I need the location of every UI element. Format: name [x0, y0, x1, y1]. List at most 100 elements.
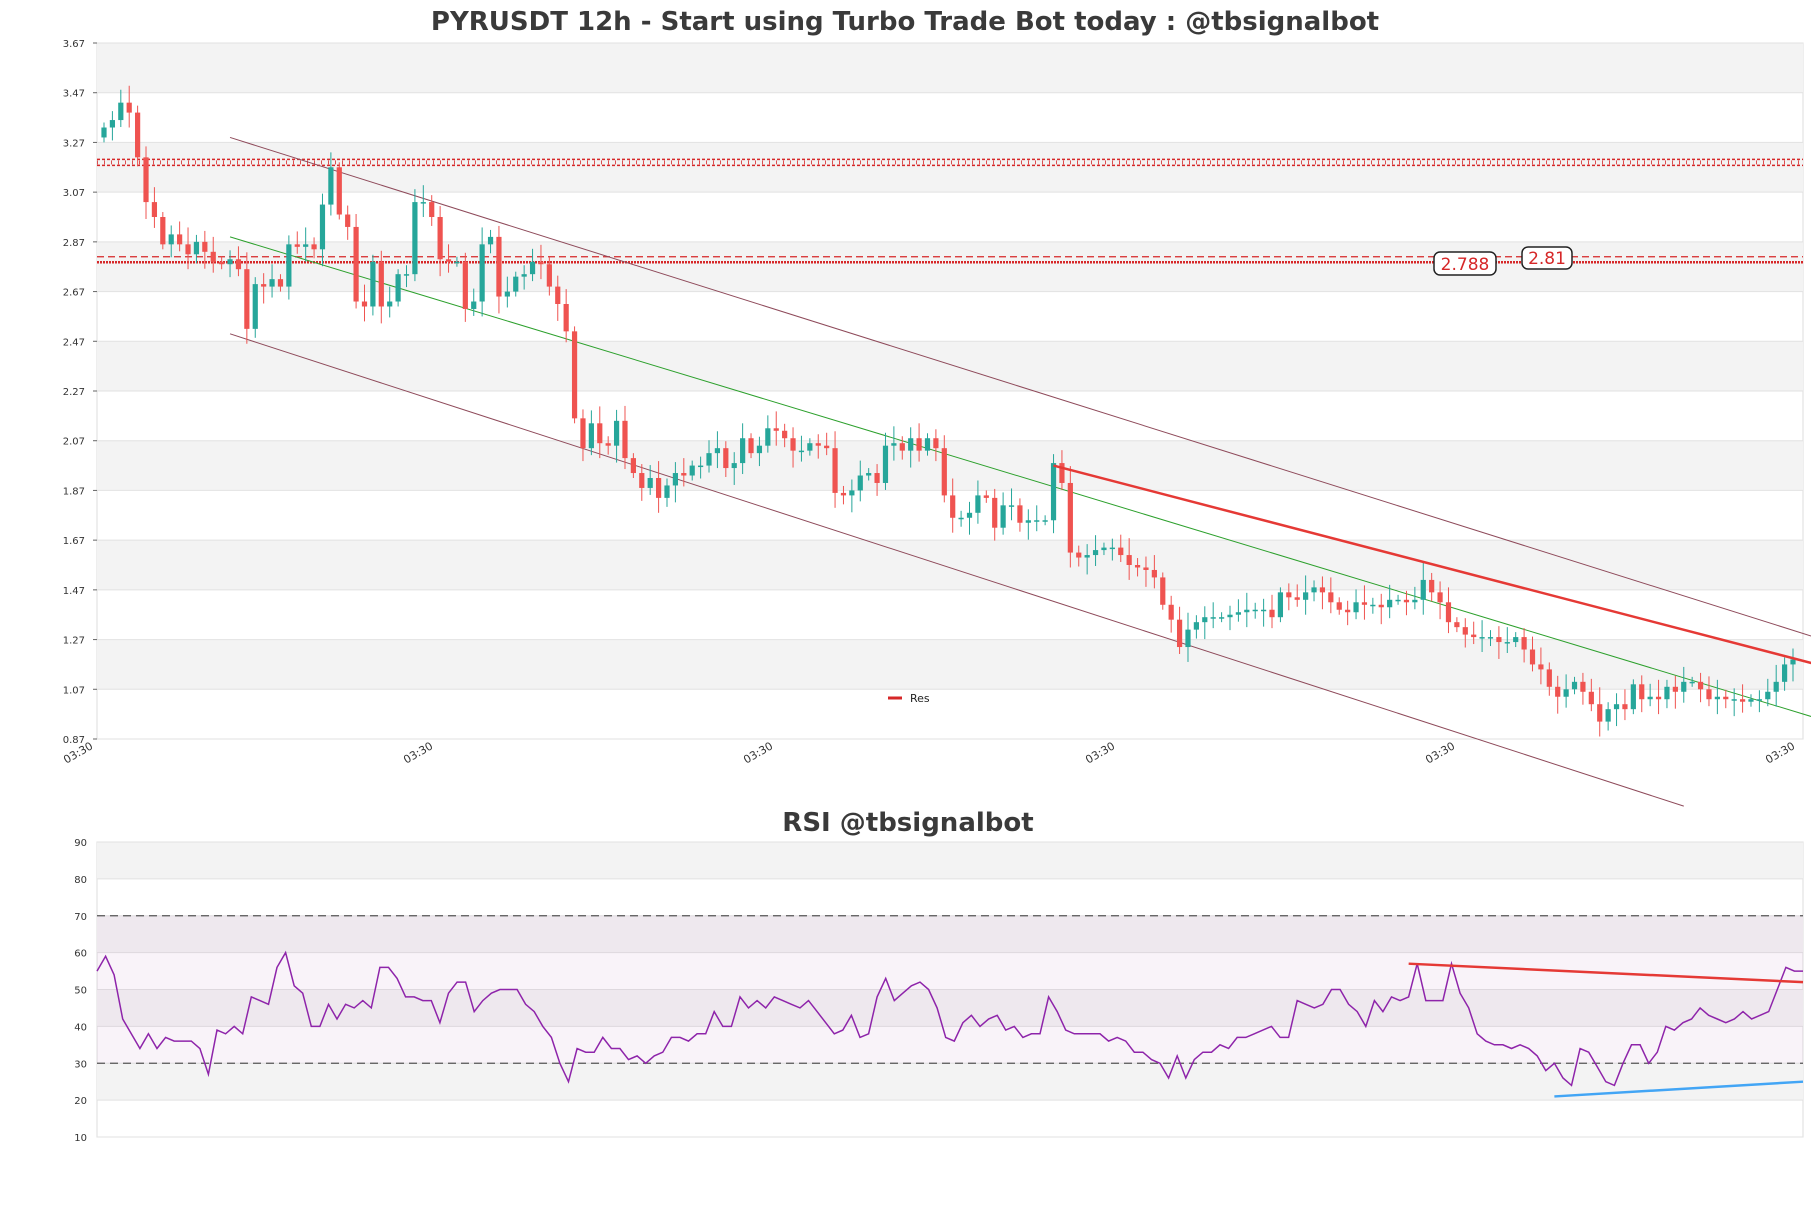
- candle-body: [975, 495, 981, 513]
- rsi-y-tick-label: 50: [74, 986, 87, 997]
- candle-body: [1723, 696, 1729, 700]
- candle-body: [1185, 629, 1191, 648]
- candle-body: [571, 331, 578, 419]
- candle-body: [135, 112, 141, 158]
- candle-body: [1050, 463, 1057, 521]
- candle-body: [613, 420, 620, 446]
- candle-body: [538, 261, 544, 265]
- candle-body: [992, 497, 998, 528]
- rsi-band: [97, 989, 1803, 1027]
- candle-body: [639, 473, 645, 488]
- candle-body: [1319, 587, 1326, 593]
- candle-body: [1277, 592, 1284, 618]
- candle-body: [1034, 520, 1040, 522]
- candle-body: [916, 438, 922, 451]
- candle-body: [681, 473, 687, 476]
- candle-body: [1479, 637, 1485, 639]
- candle-body: [1202, 617, 1208, 623]
- candle-body: [1345, 609, 1351, 613]
- candle-body: [387, 301, 393, 307]
- candle-body: [580, 418, 586, 449]
- candle-body: [1672, 686, 1678, 692]
- candle-body: [185, 244, 191, 255]
- candle-body: [655, 478, 662, 498]
- candle-body: [723, 448, 729, 469]
- candle-body: [1017, 505, 1023, 523]
- candle-body: [824, 445, 830, 449]
- candle-body: [1555, 686, 1561, 697]
- price-band: [97, 639, 1803, 690]
- rsi-y-tick-label: 80: [74, 875, 87, 886]
- candle-body: [1101, 547, 1107, 551]
- candle-body: [1118, 547, 1124, 556]
- candle-body: [1235, 612, 1242, 615]
- candle-body: [647, 478, 653, 488]
- candle-body: [1756, 699, 1762, 701]
- candle-body: [1160, 577, 1166, 605]
- candle-body: [1731, 699, 1737, 701]
- candle-body: [1000, 505, 1006, 528]
- price-x-axis: 03:30 03:30 03:30 03:30 03:30 03:30: [61, 739, 1797, 766]
- candle-body: [1168, 604, 1174, 620]
- candle-body: [1286, 592, 1292, 598]
- legend: Res: [888, 692, 930, 705]
- candle-body: [1647, 696, 1653, 700]
- rsi-y-tick-label: 90: [74, 838, 87, 849]
- candle-body: [429, 202, 435, 217]
- candle-body: [1496, 637, 1502, 643]
- candle-body: [1429, 579, 1435, 593]
- candle-body: [1790, 659, 1796, 665]
- candle-body: [1210, 617, 1216, 619]
- price-y-tick-label: 0.87: [63, 735, 85, 746]
- candle-body: [412, 202, 418, 275]
- candle-body: [765, 428, 771, 446]
- price-y-tick-label: 3.07: [63, 188, 85, 199]
- candle-body: [630, 458, 636, 474]
- candle-body: [1706, 689, 1712, 700]
- candle-body: [866, 473, 872, 476]
- candle-body: [1546, 669, 1552, 687]
- candle-body: [403, 274, 410, 276]
- candle-body: [840, 492, 847, 496]
- price-x-tick-label: 03:30: [741, 739, 775, 766]
- candle-body: [277, 279, 284, 287]
- candle-body: [798, 450, 805, 453]
- candle-body: [1655, 696, 1662, 700]
- candle-body: [1378, 604, 1384, 608]
- candle-body: [1008, 505, 1015, 507]
- candle-body: [807, 443, 813, 451]
- candle-body: [1538, 664, 1544, 670]
- candle-body: [1571, 681, 1578, 690]
- legend-res-label: Res: [910, 692, 930, 705]
- candle-body: [513, 276, 519, 292]
- candle-body: [1336, 602, 1342, 610]
- price-y-tick-label: 1.07: [63, 685, 85, 696]
- price-x-tick-label: 03:30: [1423, 739, 1457, 766]
- candle-body: [1454, 622, 1460, 628]
- candle-body: [1773, 681, 1779, 692]
- candle-body: [1151, 569, 1157, 578]
- price-band: [97, 43, 1803, 93]
- candle-body: [328, 167, 334, 205]
- level-label-2788-text: 2.788: [1441, 255, 1490, 275]
- candle-body: [269, 279, 275, 287]
- price-band: [97, 341, 1803, 391]
- price-y-tick-label: 1.87: [63, 486, 85, 497]
- candle-body: [756, 445, 763, 454]
- candle-body: [1597, 704, 1603, 722]
- candle-body: [546, 264, 552, 287]
- candle-body: [462, 261, 468, 309]
- candle-body: [1126, 555, 1132, 565]
- candle-body: [950, 495, 956, 518]
- candle-body: [1462, 627, 1468, 635]
- rsi-y-axis: 90 80 70 60 50 40 30 20 10: [74, 838, 87, 1144]
- candle-body: [782, 430, 788, 439]
- candle-body: [151, 202, 158, 217]
- candle-body: [958, 517, 964, 520]
- candle-body: [1588, 691, 1594, 705]
- price-y-tick-label: 1.27: [63, 636, 85, 647]
- candle-body: [933, 438, 939, 449]
- candle-body: [563, 304, 569, 332]
- candle-body: [261, 284, 267, 287]
- candle-body: [168, 234, 174, 245]
